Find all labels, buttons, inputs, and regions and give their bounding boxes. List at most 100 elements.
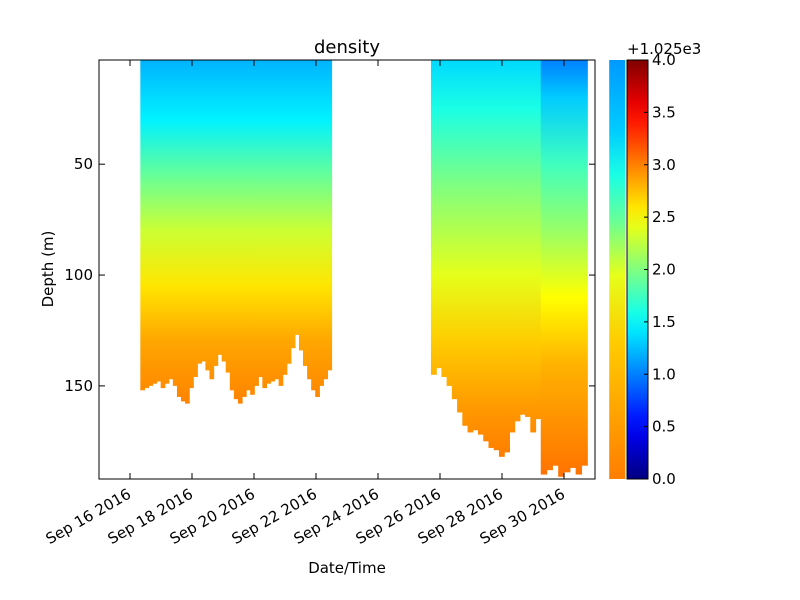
profile-column	[213, 60, 219, 366]
profile-column	[270, 60, 276, 382]
profile-column	[246, 60, 251, 391]
colorbar-tick-label: 2.5	[652, 208, 676, 226]
colorbar-tick-label: 3.0	[652, 156, 676, 174]
profile-column	[254, 60, 259, 386]
profile-column	[217, 60, 223, 355]
profile-column	[315, 60, 320, 397]
profile-column	[197, 60, 202, 364]
profile-column	[451, 60, 458, 400]
heatmap-layer	[140, 60, 626, 479]
y-axis: 50 100 150	[64, 155, 595, 395]
profile-column	[185, 60, 190, 404]
colorbar-offset-label: +1.025e3	[627, 40, 701, 58]
profile-column	[540, 60, 548, 475]
profile-column	[193, 60, 198, 378]
profile-column	[504, 60, 510, 453]
profile-column	[294, 60, 300, 335]
profile-column	[233, 60, 239, 400]
y-axis-label: Depth (m)	[39, 231, 57, 308]
profile-column	[144, 60, 150, 389]
chart-title: density	[314, 37, 380, 58]
profile-column	[274, 60, 280, 380]
profile-column	[168, 60, 174, 380]
profile-column	[457, 60, 463, 413]
profile-column	[303, 60, 308, 366]
profile-column	[298, 60, 304, 351]
profile-column	[558, 60, 565, 477]
profile-column	[237, 60, 243, 404]
profile-column	[552, 60, 559, 466]
profile-column	[323, 60, 329, 380]
y-tick-label: 50	[74, 155, 93, 173]
profile-column	[446, 60, 453, 386]
profile-column	[525, 60, 531, 417]
profile-column	[569, 60, 577, 468]
colorbar-tick-label: 1.5	[652, 313, 676, 331]
profile-column	[483, 60, 490, 442]
profile-column	[564, 60, 571, 473]
profile-column	[201, 60, 207, 362]
profile-column	[514, 60, 521, 422]
profile-column	[530, 60, 537, 433]
profile-column	[148, 60, 154, 386]
profile-column	[546, 60, 553, 471]
colorbar-tick-label: 0.0	[652, 470, 676, 488]
profile-column	[181, 60, 186, 402]
profile-column	[152, 60, 158, 384]
y-tick-label: 100	[64, 266, 93, 284]
profile-column	[189, 60, 194, 389]
profile-column	[488, 60, 495, 448]
y-tick-label: 150	[64, 377, 93, 395]
profile-column	[472, 60, 479, 431]
colorbar-tick-label: 1.0	[652, 365, 676, 383]
profile-column	[430, 60, 437, 375]
profile-column	[319, 60, 324, 386]
profile-column	[462, 60, 469, 426]
profile-column	[286, 60, 292, 364]
profile-column	[176, 60, 182, 397]
profile-column	[467, 60, 474, 433]
profile-column	[311, 60, 316, 391]
profile-column	[225, 60, 231, 373]
profile-column	[493, 60, 500, 451]
colorbar-tick-label: 4.0	[652, 51, 676, 69]
profile-column	[205, 60, 211, 371]
profile-column	[258, 60, 263, 378]
profile-column	[209, 60, 215, 380]
profile-column	[436, 60, 443, 369]
profile-column	[140, 60, 145, 391]
x-axis-label: Date/Time	[308, 559, 386, 577]
profile-column	[278, 60, 284, 386]
profile-column	[164, 60, 170, 384]
profile-column	[581, 60, 588, 466]
colorbar: 0.0 0.5 1.0 1.5 2.0 2.5 3.0 3.5 4.0 +1.025e3	[626, 40, 701, 488]
profile-column	[266, 60, 272, 384]
profile-column	[307, 60, 312, 380]
profile-column	[221, 60, 227, 362]
profile-column	[290, 60, 296, 349]
profile-column	[160, 60, 166, 389]
profile-column	[282, 60, 288, 375]
colorbar-tick-label: 3.5	[652, 103, 676, 121]
profile-column	[441, 60, 448, 378]
profile-column	[327, 60, 333, 371]
profile-column	[519, 60, 526, 415]
profile-column	[498, 60, 505, 457]
plot-frame	[98, 59, 596, 480]
profile-column	[509, 60, 516, 433]
profile-column	[156, 60, 162, 382]
profile-column	[262, 60, 268, 389]
profile-column	[609, 60, 626, 479]
colorbar-ticks: 0.0 0.5 1.0 1.5 2.0 2.5 3.0 3.5 4.0	[644, 51, 676, 488]
profile-column	[242, 60, 247, 397]
profile-column	[535, 60, 542, 420]
profile-column	[250, 60, 255, 395]
profile-column	[229, 60, 235, 391]
colorbar-tick-label: 0.5	[652, 418, 676, 436]
profile-column	[575, 60, 583, 475]
colorbar-tick-label: 2.0	[652, 261, 676, 279]
profile-column	[172, 60, 178, 386]
profile-column	[478, 60, 484, 435]
